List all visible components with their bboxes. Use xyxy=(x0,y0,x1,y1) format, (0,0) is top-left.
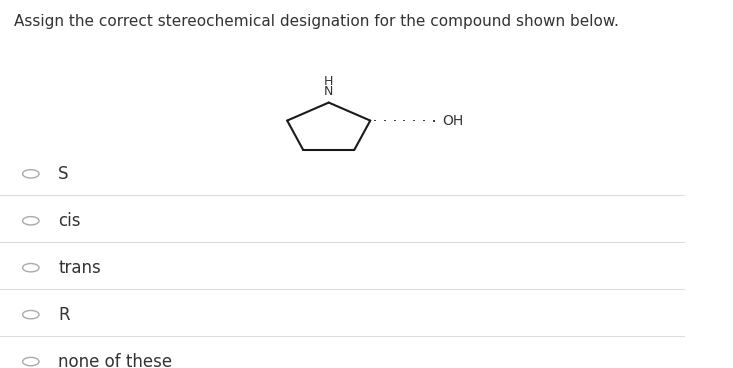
Text: none of these: none of these xyxy=(58,353,172,368)
Text: cis: cis xyxy=(58,212,81,230)
Text: OH: OH xyxy=(442,114,463,128)
Text: R: R xyxy=(58,306,70,323)
Text: S: S xyxy=(58,165,69,183)
Text: H: H xyxy=(324,75,334,88)
Text: Assign the correct stereochemical designation for the compound shown below.: Assign the correct stereochemical design… xyxy=(14,14,619,29)
Text: trans: trans xyxy=(58,259,101,277)
Text: N: N xyxy=(324,85,334,98)
